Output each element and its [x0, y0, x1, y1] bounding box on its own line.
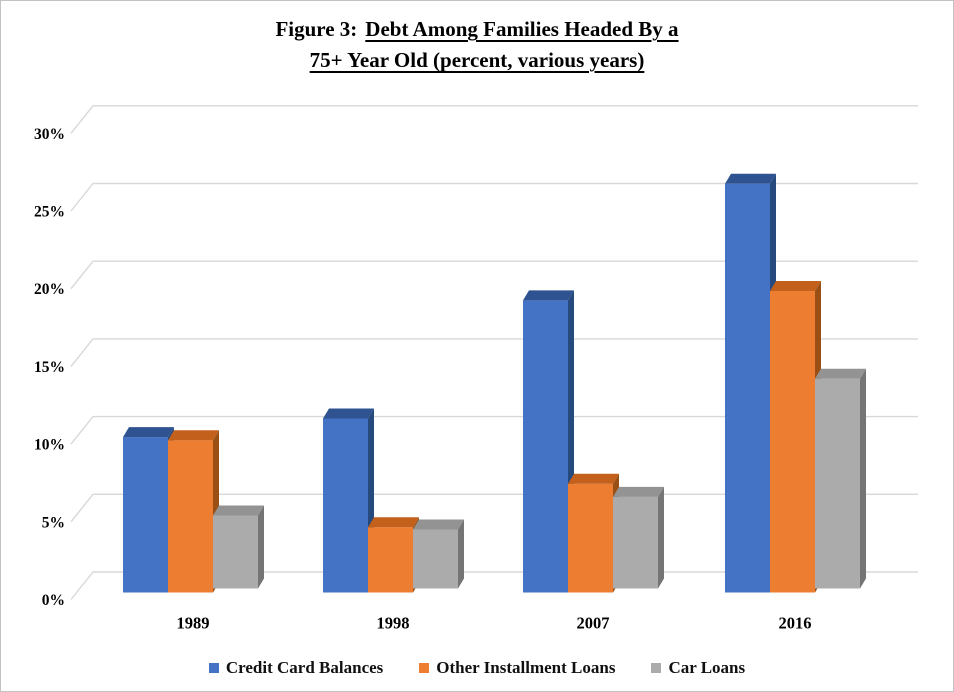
title-line1-text: Debt Among Families Headed By a	[365, 17, 679, 41]
y-axis-tick-10: 10%	[34, 437, 65, 454]
gridline-10pct	[70, 415, 918, 445]
bar-top-credit-card-balances-2007	[523, 290, 574, 301]
legend-item-credit-card-balances: Credit Card Balances	[208, 658, 384, 678]
y-axis-tick-30: 30%	[34, 126, 65, 143]
bar-top-other-installment-loans-1998	[368, 517, 419, 528]
bar-front-car-loans-1998	[413, 529, 458, 589]
legend-label-car-loans: Car Loans	[668, 658, 746, 677]
bar-side-car-loans-1989	[258, 505, 264, 589]
bar-top-car-loans-1989	[213, 505, 264, 516]
bar-side-car-loans-2007	[658, 486, 664, 589]
y-axis-tick-5: 5%	[42, 514, 65, 531]
legend-swatch-credit-card-balances	[208, 663, 219, 673]
legend-item-car-loans: Car Loans	[651, 658, 745, 678]
legend-swatch-other-installment-loans	[419, 663, 430, 673]
gridline-25pct	[70, 182, 918, 212]
bar-top-car-loans-2007	[613, 486, 664, 497]
bar-front-car-loans-2007	[613, 496, 658, 589]
gridline-15pct	[70, 338, 918, 367]
bar-front-credit-card-balances-2007	[523, 300, 568, 593]
bar-front-other-installment-loans-1998	[368, 527, 413, 593]
bar-top-other-installment-loans-1989	[168, 430, 219, 441]
title-line2-text: 75+ Year Old (percent, various years)	[309, 48, 645, 72]
bar-top-credit-card-balances-1989	[123, 427, 174, 438]
y-axis-tick-25: 25%	[34, 204, 65, 221]
bar-front-car-loans-2016	[815, 378, 860, 589]
y-axis-tick-15: 15%	[34, 359, 65, 376]
gridline-30pct	[70, 105, 918, 134]
bar-top-credit-card-balances-2016	[725, 173, 776, 184]
legend-label-other-installment-loans: Other Installment Loans	[436, 658, 616, 677]
legend-item-other-installment-loans: Other Installment Loans	[419, 658, 615, 678]
x-axis-label-1998: 1998	[377, 614, 410, 633]
bar-top-credit-card-balances-1998	[323, 408, 374, 419]
bar-top-car-loans-2016	[815, 368, 866, 379]
bar-top-car-loans-1998	[413, 519, 464, 530]
bar-top-other-installment-loans-2016	[770, 281, 821, 292]
title-prefix: Figure 3:	[275, 17, 358, 41]
x-axis-label-2016: 2016	[779, 614, 812, 633]
legend-swatch-car-loans	[651, 663, 662, 673]
bar-front-other-installment-loans-1989	[168, 440, 213, 593]
bar-front-other-installment-loans-2007	[568, 483, 613, 593]
bar-front-other-installment-loans-2016	[770, 291, 815, 593]
bar-front-credit-card-balances-2016	[725, 183, 770, 593]
bar-front-credit-card-balances-1998	[323, 418, 368, 593]
bar-side-car-loans-2016	[860, 368, 866, 589]
bar-front-credit-card-balances-1989	[123, 437, 168, 593]
chart-legend: Credit Card Balances Other Installment L…	[1, 657, 953, 679]
bar-top-other-installment-loans-2007	[568, 473, 619, 484]
x-axis-label-1989: 1989	[177, 614, 210, 633]
legend-label-credit-card-balances: Credit Card Balances	[225, 658, 384, 677]
gridline-20pct	[70, 260, 918, 290]
bar-side-car-loans-1998	[458, 519, 464, 589]
y-axis-tick-20: 20%	[34, 281, 65, 298]
y-axis-tick-0: 0%	[42, 592, 65, 609]
chart-title-line1: Figure 3: Debt Among Families Headed By a	[1, 14, 953, 45]
chart-title-line2: 75+ Year Old (percent, various years)	[1, 45, 953, 76]
bar-front-car-loans-1989	[213, 515, 258, 589]
x-axis-label-2007: 2007	[577, 614, 610, 633]
chart-title: Figure 3: Debt Among Families Headed By a…	[1, 14, 953, 76]
